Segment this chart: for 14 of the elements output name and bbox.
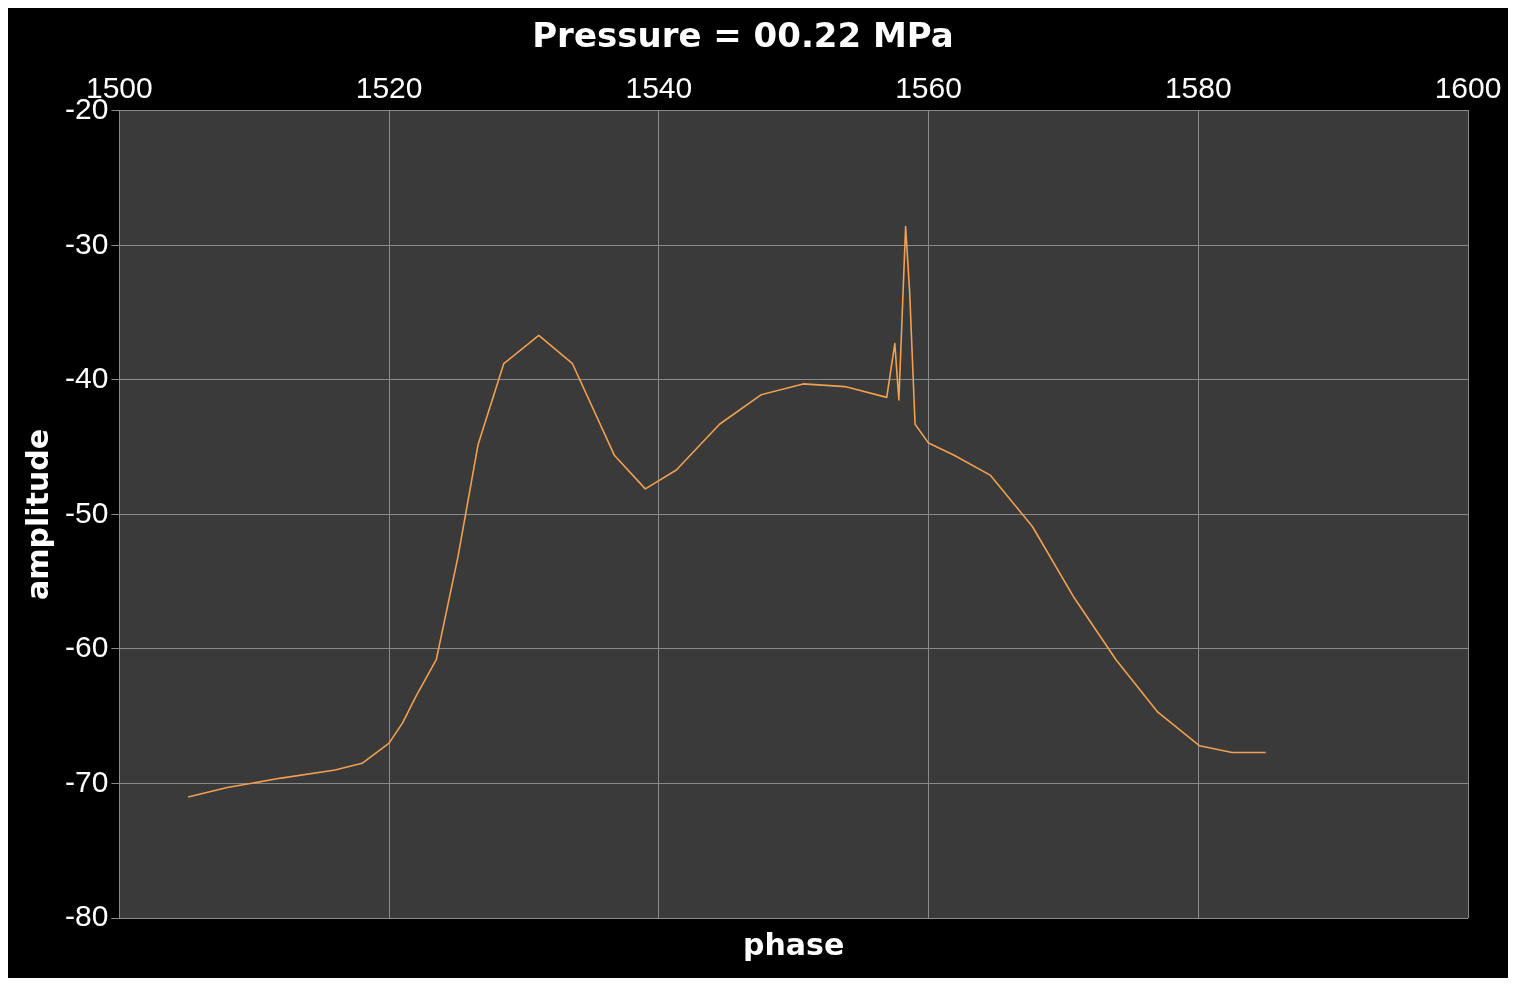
y-tick-label: -70	[65, 764, 109, 798]
x-tick-label: 1540	[625, 71, 693, 105]
y-tick-label: -30	[65, 226, 109, 260]
y-tick-label: -40	[65, 361, 109, 395]
x-tick-label: 1560	[895, 71, 962, 105]
x-tick-label: 1520	[355, 71, 423, 105]
y-axis-title: amplitude	[19, 428, 55, 600]
x-tick-label: 1580	[1164, 71, 1232, 105]
y-tick-label: -60	[65, 630, 109, 664]
x-tick-label: 1600	[1434, 71, 1502, 105]
y-tick-label: -80	[65, 899, 109, 933]
y-tick-label: -50	[65, 495, 109, 529]
x-axis-title: phase	[743, 926, 845, 962]
chart-title: Pressure = 00.22 MPa	[532, 15, 954, 56]
